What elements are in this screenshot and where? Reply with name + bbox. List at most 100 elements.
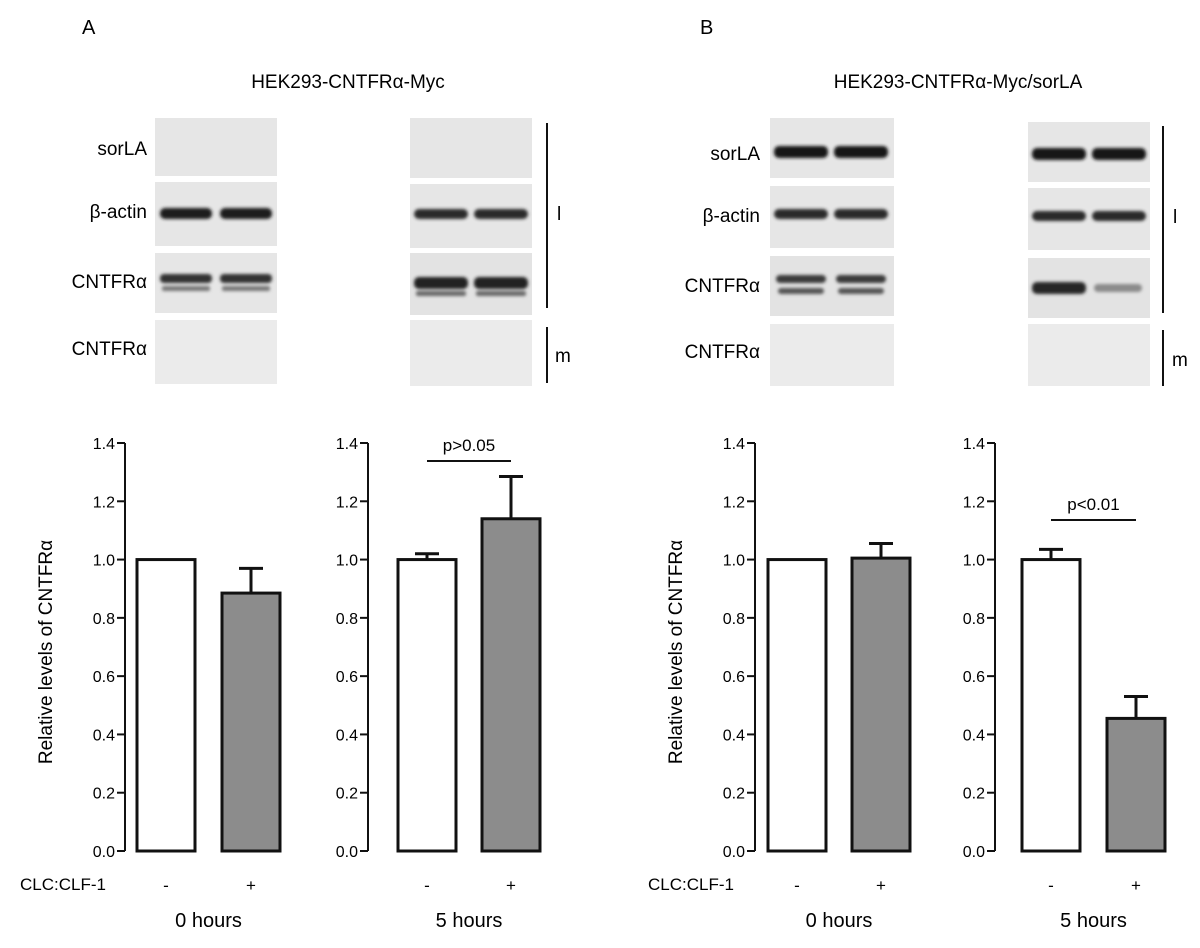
- band: [836, 275, 886, 283]
- y-tick-label: 1.4: [723, 436, 745, 453]
- y-axis-label-a: Relative levels of CNTFRα: [36, 540, 57, 764]
- band: [220, 208, 272, 219]
- y-tick-label: 0.4: [93, 727, 115, 744]
- y-tick-label: 0.6: [336, 669, 358, 686]
- band: [776, 275, 826, 283]
- blot-label-cntfr-membrane-b: CNTFRα: [685, 342, 760, 363]
- bar-treated: [480, 517, 542, 853]
- treatment-label-b: CLC:CLF-1: [648, 875, 734, 894]
- x-axis-label: 0 hours: [806, 910, 873, 932]
- blot-label-cntfr-lysate-b: CNTFRα: [685, 276, 760, 297]
- blot-strip: [155, 320, 277, 384]
- band: [1094, 284, 1142, 292]
- fraction-label-m-a: m: [555, 346, 571, 367]
- y-tick-label: 0.2: [93, 786, 115, 803]
- panel-a: A HEK293-CNTFRα-Myc sorLA β-actin CNTFRα…: [20, 17, 571, 894]
- blot-strip: [155, 118, 277, 176]
- bar-chart-a-0: 0.0 0.2 0.4 0.6 0.8 1.0 1.2 1.4 - +0 hours: [93, 436, 282, 932]
- y-tick-label: 0.8: [723, 611, 745, 628]
- y-tick-label: 1.0: [336, 553, 358, 570]
- y-tick-label: 0.6: [963, 669, 985, 686]
- treatment-label-a: CLC:CLF-1: [20, 875, 106, 894]
- panel-letter-a: A: [82, 17, 96, 39]
- y-tick-label: 0.8: [336, 611, 358, 628]
- y-tick-label: 0.4: [723, 727, 745, 744]
- band: [834, 209, 888, 219]
- band: [1032, 282, 1086, 294]
- y-tick-label: 0.6: [723, 669, 745, 686]
- blot-strip: [1028, 324, 1150, 386]
- x-tick-label: -: [163, 876, 169, 895]
- band: [474, 209, 528, 219]
- bar-chart-a-1: 0.0 0.2 0.4 0.6 0.8 1.0 1.2 1.4 - +5 hours p>0.05: [336, 436, 542, 932]
- band: [774, 209, 828, 219]
- y-tick-label: 0.4: [336, 727, 358, 744]
- y-tick-label: 0.2: [723, 786, 745, 803]
- y-axis-label-b: Relative levels of CNTFRα: [666, 540, 687, 764]
- bar-chart-b-3: 0.0 0.2 0.4 0.6 0.8 1.0 1.2 1.4 - +5 hours p<0.01: [963, 436, 1167, 932]
- fraction-label-l-b: l: [1173, 207, 1177, 228]
- y-tick-label: 1.2: [723, 494, 745, 511]
- x-tick-label: -: [1048, 876, 1054, 895]
- y-tick-label: 0.0: [336, 844, 358, 861]
- y-tick-label: 0.0: [723, 844, 745, 861]
- fraction-label-m-b: m: [1172, 350, 1188, 371]
- y-tick-label: 0.2: [336, 786, 358, 803]
- x-tick-label: +: [506, 876, 516, 895]
- y-tick-label: 1.4: [336, 436, 358, 453]
- blot-strip: [770, 256, 894, 316]
- y-tick-label: 0.4: [963, 727, 985, 744]
- y-tick-label: 0.0: [93, 844, 115, 861]
- band: [160, 274, 212, 283]
- band: [220, 274, 272, 283]
- band: [774, 146, 828, 158]
- blot-label-cntfr-membrane-a: CNTFRα: [72, 339, 147, 360]
- panel-letter-b: B: [700, 17, 713, 39]
- blot-label-sorla-a: sorLA: [97, 139, 147, 160]
- bar-control: [396, 558, 458, 853]
- band: [160, 208, 212, 219]
- y-tick-label: 0.6: [93, 669, 115, 686]
- blot-strip: [410, 118, 532, 178]
- bar-treated: [220, 591, 282, 853]
- cell-line-title-a: HEK293-CNTFRα-Myc: [251, 72, 445, 93]
- y-tick-label: 1.2: [336, 494, 358, 511]
- y-tick-label: 0.8: [963, 611, 985, 628]
- bar-control: [766, 558, 828, 853]
- band: [1092, 148, 1146, 160]
- y-tick-label: 1.0: [723, 553, 745, 570]
- bar-treated: [850, 556, 912, 853]
- x-tick-label: +: [1131, 876, 1141, 895]
- y-tick-label: 1.2: [963, 494, 985, 511]
- cell-line-title-b: HEK293-CNTFRα-Myc/sorLA: [834, 72, 1083, 93]
- blot-label-actin-a: β-actin: [90, 202, 147, 223]
- x-tick-label: +: [876, 876, 886, 895]
- x-axis-label: 5 hours: [1060, 910, 1127, 932]
- y-tick-label: 0.0: [963, 844, 985, 861]
- band: [476, 291, 526, 296]
- y-tick-label: 1.0: [93, 553, 115, 570]
- bar-control: [135, 558, 197, 853]
- band: [838, 288, 884, 294]
- band: [834, 146, 888, 158]
- blot-label-cntfr-lysate-a: CNTFRα: [72, 272, 147, 293]
- blot-strip: [770, 324, 894, 386]
- y-tick-label: 1.4: [963, 436, 985, 453]
- blot-label-actin-b: β-actin: [703, 206, 760, 227]
- band: [474, 277, 528, 289]
- y-tick-label: 1.2: [93, 494, 115, 511]
- y-tick-label: 1.4: [93, 436, 115, 453]
- band: [414, 277, 468, 289]
- y-tick-label: 1.0: [963, 553, 985, 570]
- p-value-label: p<0.01: [1067, 495, 1119, 514]
- band: [222, 286, 270, 291]
- band: [778, 288, 824, 294]
- band: [1032, 211, 1086, 221]
- band: [1032, 148, 1086, 160]
- band: [414, 209, 468, 219]
- x-tick-label: -: [424, 876, 430, 895]
- blot-label-sorla-b: sorLA: [710, 144, 760, 165]
- bar-charts: 0.0 0.2 0.4 0.6 0.8 1.0 1.2 1.4 - +0 hours 0.0 0.2 0…: [93, 436, 1167, 932]
- x-axis-label: 5 hours: [436, 910, 503, 932]
